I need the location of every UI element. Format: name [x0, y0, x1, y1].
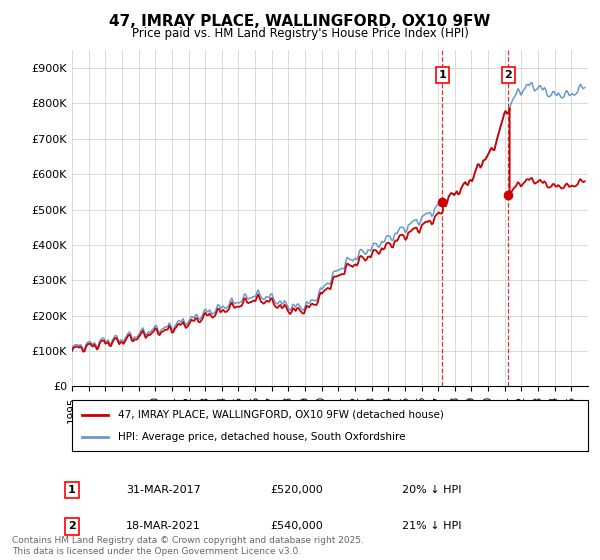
Text: 20% ↓ HPI: 20% ↓ HPI — [402, 485, 461, 495]
Text: Price paid vs. HM Land Registry's House Price Index (HPI): Price paid vs. HM Land Registry's House … — [131, 27, 469, 40]
Text: 18-MAR-2021: 18-MAR-2021 — [126, 521, 201, 531]
Text: 2: 2 — [68, 521, 76, 531]
Text: 31-MAR-2017: 31-MAR-2017 — [126, 485, 201, 495]
Text: £540,000: £540,000 — [270, 521, 323, 531]
Text: 1: 1 — [439, 70, 446, 80]
Text: £520,000: £520,000 — [270, 485, 323, 495]
Text: 47, IMRAY PLACE, WALLINGFORD, OX10 9FW: 47, IMRAY PLACE, WALLINGFORD, OX10 9FW — [109, 14, 491, 29]
Text: 1: 1 — [68, 485, 76, 495]
Text: 21% ↓ HPI: 21% ↓ HPI — [402, 521, 461, 531]
Text: 47, IMRAY PLACE, WALLINGFORD, OX10 9FW (detached house): 47, IMRAY PLACE, WALLINGFORD, OX10 9FW (… — [118, 409, 445, 419]
Text: HPI: Average price, detached house, South Oxfordshire: HPI: Average price, detached house, Sout… — [118, 432, 406, 442]
Text: 2: 2 — [505, 70, 512, 80]
Text: Contains HM Land Registry data © Crown copyright and database right 2025.
This d: Contains HM Land Registry data © Crown c… — [12, 536, 364, 556]
